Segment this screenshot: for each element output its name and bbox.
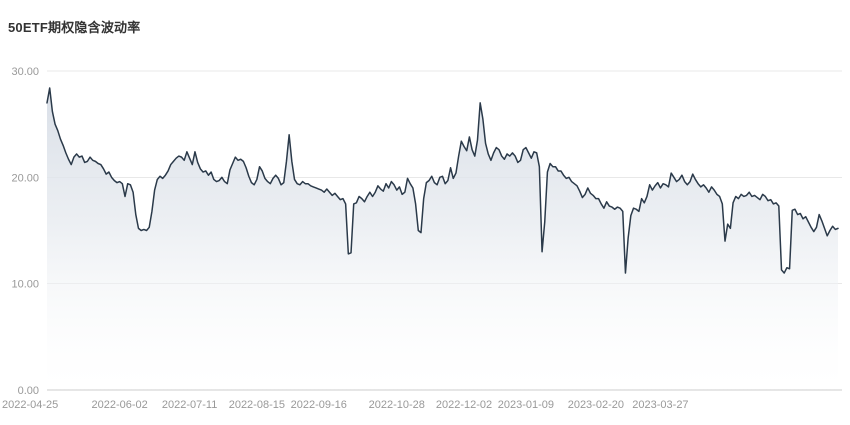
x-tick-label: 2022-12-02 (436, 399, 492, 411)
x-tick-label: 2023-02-20 (568, 399, 624, 411)
y-axis-tick-labels: 0.00 10.00 20.00 30.00 (11, 66, 39, 397)
y-tick-label: 10.00 (11, 279, 39, 291)
area-fill (47, 88, 838, 390)
y-tick-label: 30.00 (11, 66, 39, 78)
x-tick-label: 2023-01-09 (498, 399, 554, 411)
y-tick-label: 20.00 (11, 172, 39, 184)
series-line (46, 87, 839, 274)
x-tick-label: 2022-07-11 (162, 399, 217, 411)
x-tick-label: 2022-09-16 (291, 399, 347, 411)
x-tick-label: 2022-06-02 (92, 399, 148, 411)
x-tick-label: 2022-08-15 (229, 399, 285, 411)
x-axis-tick-labels: 2022-04-25 2022-06-02 2022-07-11 2022-08-15… (2, 399, 689, 411)
x-tick-label: 2023-03-27 (632, 399, 688, 411)
x-tick-label: 2022-04-25 (2, 399, 58, 411)
y-tick-label: 0.00 (18, 385, 39, 397)
x-tick-label: 2022-10-28 (369, 399, 425, 411)
page-title: 50ETF期权隐含波动率 (8, 20, 141, 35)
